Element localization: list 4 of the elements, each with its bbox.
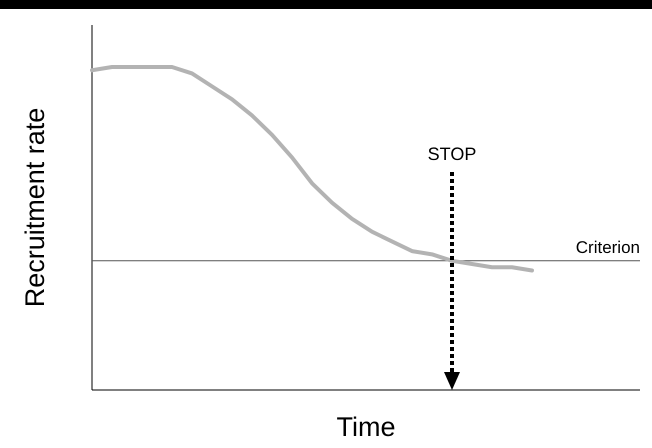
ref-line-label: Criterion — [576, 238, 640, 257]
annotation: STOP — [428, 144, 476, 164]
y-axis-title: Recruitment rate — [20, 108, 50, 308]
x-axis-title: Time — [336, 412, 396, 442]
